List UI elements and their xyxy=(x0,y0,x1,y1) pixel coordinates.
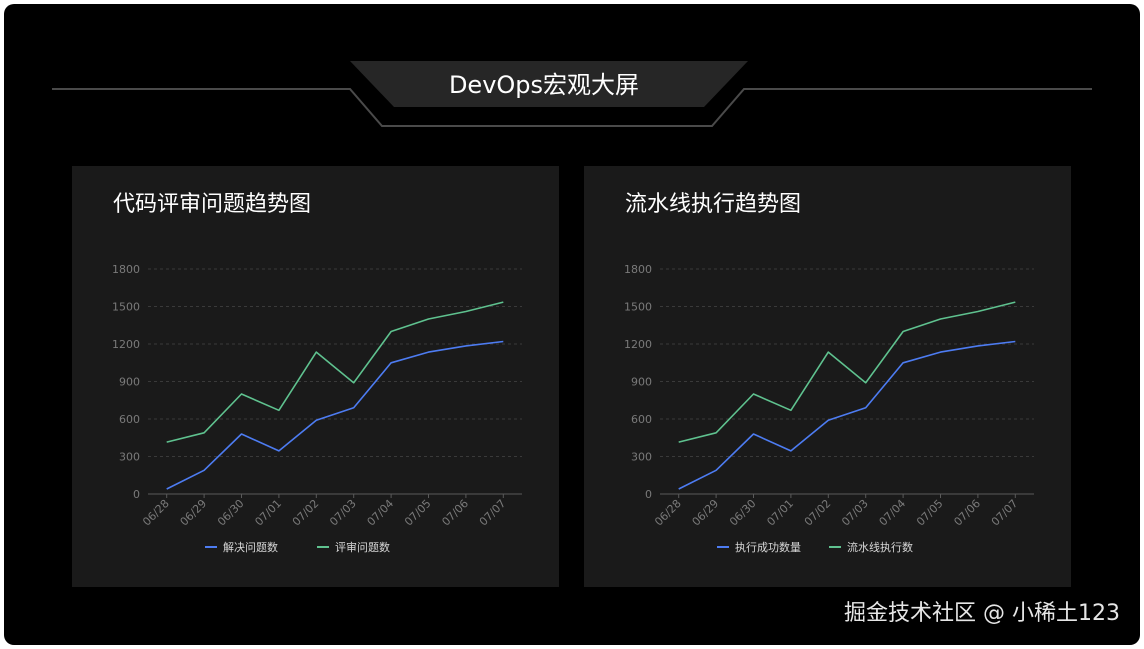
chart-panel-review: 代码评审问题趋势图 0 300 600 900 1200 1500 1800 06/28 06/… xyxy=(72,166,559,587)
x-tick-label: 07/06 xyxy=(951,497,983,529)
chart-title: 代码评审问题趋势图 xyxy=(113,192,312,217)
x-tick-label: 07/05 xyxy=(402,497,434,529)
y-tick-label: 300 xyxy=(119,451,140,464)
y-tick-label: 1500 xyxy=(112,301,140,314)
dashboard-screen: DevOps宏观大屏 代码评审问题趋势图 0 300 600 900 1200 1500 1… xyxy=(4,4,1140,645)
x-tick-label: 07/02 xyxy=(290,497,322,529)
series-line-2 xyxy=(678,301,1016,443)
x-tick-label: 07/07 xyxy=(989,497,1021,529)
y-tick-label: 900 xyxy=(119,376,140,389)
x-tick-label: 07/07 xyxy=(477,497,509,529)
y-tick-label: 1800 xyxy=(624,263,652,276)
x-tick-label: 07/04 xyxy=(365,497,397,529)
x-tick-label: 07/02 xyxy=(802,497,834,529)
y-tick-label: 300 xyxy=(631,451,652,464)
x-tick-label: 06/28 xyxy=(652,497,684,529)
x-tick-label: 07/06 xyxy=(439,497,471,529)
chart-panel-pipeline: 流水线执行趋势图 0 300 600 900 1200 1500 1800 06/28 06/2… xyxy=(584,166,1071,587)
header-frame xyxy=(52,61,1092,127)
legend-label: 解决问题数 xyxy=(223,540,278,554)
series-line-2 xyxy=(166,301,504,443)
y-tick-label: 1500 xyxy=(624,301,652,314)
x-tick-label: 07/05 xyxy=(914,497,946,529)
x-tick-label: 07/03 xyxy=(839,497,871,529)
y-tick-label: 600 xyxy=(119,413,140,426)
y-tick-label: 1200 xyxy=(624,338,652,351)
y-tick-label: 1800 xyxy=(112,263,140,276)
x-tick-label: 06/30 xyxy=(727,497,759,529)
series-line-1 xyxy=(678,340,1016,490)
chart-title: 流水线执行趋势图 xyxy=(625,192,802,217)
legend-label: 执行成功数量 xyxy=(735,540,801,554)
x-tick-label: 07/04 xyxy=(877,497,909,529)
x-tick-label: 07/01 xyxy=(252,497,284,529)
page-title: DevOps宏观大屏 xyxy=(448,71,640,99)
legend-label: 评审问题数 xyxy=(335,540,390,554)
legend-label: 流水线执行数 xyxy=(847,540,913,554)
x-tick-label: 06/28 xyxy=(140,497,172,529)
y-tick-label: 0 xyxy=(133,488,140,501)
x-tick-label: 06/29 xyxy=(690,497,722,529)
series-line-1 xyxy=(166,340,504,490)
watermark: 掘金技术社区 @ 小稀土123 xyxy=(844,601,1120,626)
x-tick-label: 07/03 xyxy=(327,497,359,529)
x-tick-label: 06/30 xyxy=(215,497,247,529)
y-tick-label: 600 xyxy=(631,413,652,426)
x-tick-label: 07/01 xyxy=(764,497,796,529)
y-tick-label: 1200 xyxy=(112,338,140,351)
y-tick-label: 0 xyxy=(645,488,652,501)
y-tick-label: 900 xyxy=(631,376,652,389)
x-tick-label: 06/29 xyxy=(178,497,210,529)
